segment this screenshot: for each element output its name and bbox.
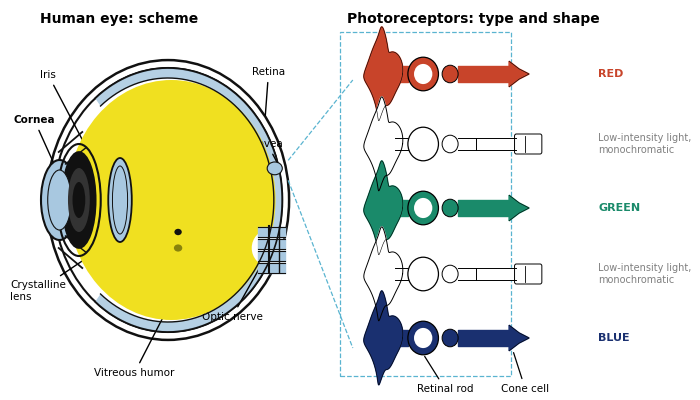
- Ellipse shape: [62, 152, 96, 248]
- Ellipse shape: [174, 244, 182, 252]
- Circle shape: [442, 199, 458, 217]
- Circle shape: [414, 198, 433, 218]
- Ellipse shape: [41, 160, 78, 240]
- Text: Optic nerve: Optic nerve: [202, 242, 274, 322]
- FancyBboxPatch shape: [514, 134, 542, 154]
- Text: Cone cell: Cone cell: [501, 353, 550, 394]
- Text: Crystalline
lens: Crystalline lens: [10, 242, 111, 302]
- Text: Low-intensity light,
monochromatic: Low-intensity light, monochromatic: [598, 263, 692, 285]
- Circle shape: [414, 328, 433, 348]
- Ellipse shape: [68, 168, 90, 232]
- Ellipse shape: [54, 68, 282, 332]
- Circle shape: [408, 57, 438, 91]
- Text: Low-intensity light,
monochromatic: Low-intensity light, monochromatic: [598, 133, 692, 155]
- Text: GREEN: GREEN: [598, 203, 640, 213]
- Polygon shape: [364, 161, 402, 255]
- Ellipse shape: [73, 182, 85, 218]
- Circle shape: [408, 191, 438, 225]
- Ellipse shape: [252, 230, 286, 266]
- FancyBboxPatch shape: [514, 264, 542, 284]
- Polygon shape: [509, 195, 529, 221]
- Polygon shape: [509, 61, 529, 87]
- Ellipse shape: [108, 158, 132, 242]
- Text: Human eye: scheme: Human eye: scheme: [41, 12, 199, 26]
- Polygon shape: [364, 291, 402, 385]
- Polygon shape: [364, 97, 402, 191]
- Circle shape: [408, 321, 438, 355]
- Circle shape: [414, 64, 433, 84]
- Ellipse shape: [267, 162, 282, 175]
- Text: RED: RED: [598, 69, 624, 79]
- Text: Retinal rod: Retinal rod: [417, 356, 473, 394]
- Text: Iris: Iris: [41, 70, 84, 144]
- Polygon shape: [95, 68, 282, 332]
- Ellipse shape: [174, 229, 182, 235]
- Text: Vitreous humor: Vitreous humor: [94, 290, 177, 378]
- Circle shape: [442, 65, 458, 83]
- Circle shape: [408, 257, 438, 291]
- Text: BLUE: BLUE: [598, 333, 630, 343]
- Circle shape: [442, 135, 458, 153]
- Circle shape: [408, 127, 438, 161]
- Polygon shape: [509, 325, 529, 351]
- Text: Photoreceptors: type and shape: Photoreceptors: type and shape: [347, 12, 600, 26]
- Polygon shape: [364, 227, 402, 321]
- Ellipse shape: [48, 170, 71, 230]
- Text: Fovea: Fovea: [252, 139, 283, 162]
- Polygon shape: [364, 27, 402, 121]
- Text: Cornea: Cornea: [13, 115, 58, 174]
- Ellipse shape: [67, 80, 276, 320]
- Circle shape: [442, 329, 458, 347]
- Circle shape: [442, 265, 458, 283]
- Text: Retina: Retina: [252, 67, 285, 115]
